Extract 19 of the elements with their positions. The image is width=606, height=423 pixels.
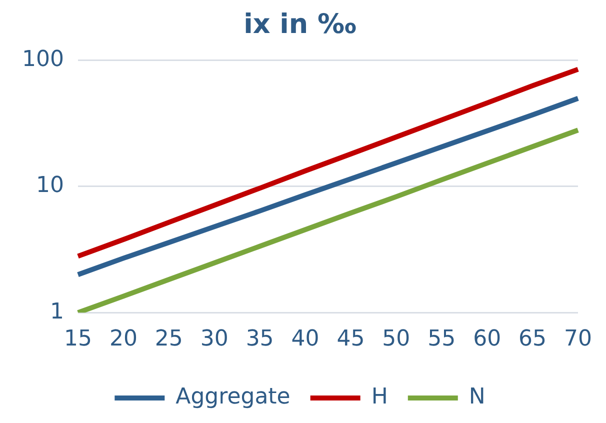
y-tick-label: 10 <box>36 173 64 198</box>
x-tick-label: 45 <box>336 326 365 352</box>
x-tick-label: 60 <box>473 326 502 352</box>
x-tick-label: 25 <box>154 326 183 352</box>
x-tick-label: 65 <box>518 326 547 352</box>
legend-label: N <box>468 384 486 410</box>
y-tick-label: 1 <box>50 299 64 324</box>
x-tick-label: 55 <box>428 326 456 352</box>
x-tick-label: 15 <box>64 326 92 352</box>
x-tick-label: 20 <box>109 326 138 352</box>
x-tick-label: 40 <box>291 326 320 352</box>
x-tick-label: 35 <box>246 326 274 352</box>
chart-title: ix in ‰ <box>244 9 357 40</box>
y-tick-label: 100 <box>22 47 64 72</box>
x-tick-label: 30 <box>200 326 228 352</box>
legend-label: Aggregate <box>176 384 290 410</box>
legend-label: H <box>371 384 388 410</box>
x-tick-label: 70 <box>564 326 592 352</box>
x-tick-label: 50 <box>382 326 410 352</box>
